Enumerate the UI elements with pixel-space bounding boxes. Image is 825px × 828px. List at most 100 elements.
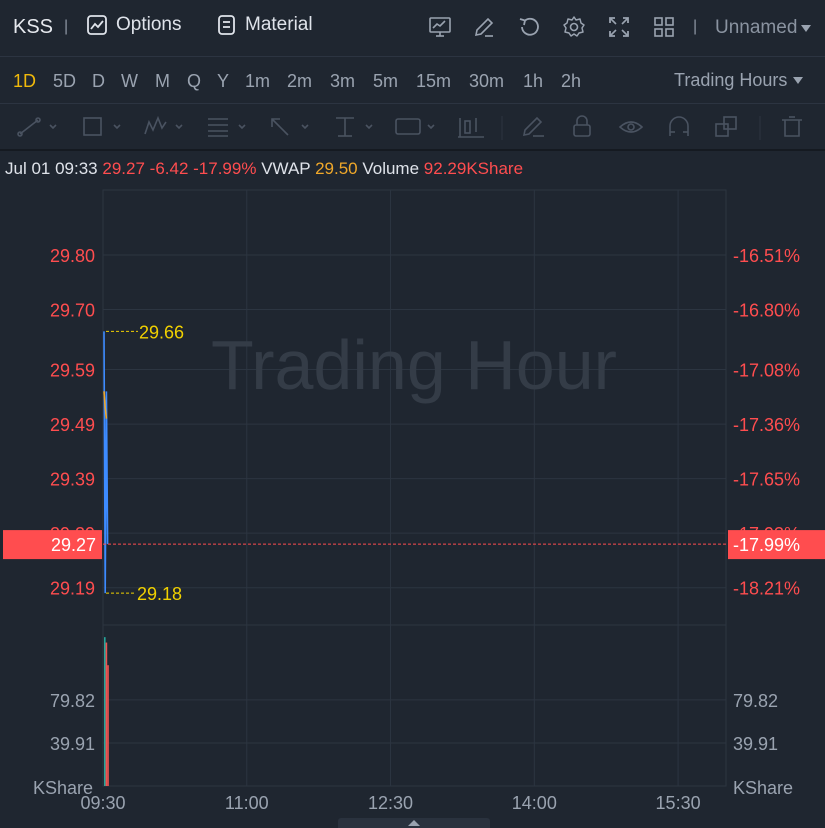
price-label-icon[interactable]: [395, 118, 435, 135]
measure-icon[interactable]: [336, 117, 373, 137]
price-tick-left: 29.39: [50, 470, 95, 490]
price-tick-left: 29.59: [50, 361, 95, 381]
period-2h[interactable]: 2h: [561, 71, 582, 91]
volume-bar: [104, 637, 106, 786]
copy-icon[interactable]: [715, 116, 737, 137]
pct-tick-right: -17.65%: [733, 470, 800, 490]
material-button[interactable]: Material: [217, 14, 313, 36]
edit-icon[interactable]: [472, 15, 496, 39]
x-tick-label: 09:30: [80, 793, 125, 813]
pct-tick-right: -16.51%: [733, 246, 800, 266]
ticker-symbol[interactable]: KSS: [13, 16, 54, 38]
info-change: -6.42: [149, 159, 189, 178]
current-price-tag: [3, 530, 102, 560]
document-icon: [218, 15, 235, 35]
price-chart[interactable]: 09:30 11:00 12:30 14:00 15:30 29.80 -16.51% 29.…: [0, 185, 825, 818]
period-w[interactable]: W: [121, 71, 138, 91]
volume-label: Volume: [362, 159, 420, 178]
trend-line-icon[interactable]: [17, 117, 57, 137]
x-tick-label: 12:30: [368, 793, 413, 813]
period-5m[interactable]: 5m: [373, 71, 399, 91]
period-d[interactable]: D: [92, 71, 105, 91]
rectangle-icon[interactable]: [83, 117, 121, 136]
period-1m[interactable]: 1m: [245, 71, 271, 91]
wave-icon[interactable]: [144, 115, 183, 135]
arrow-icon[interactable]: [271, 118, 309, 136]
volume-unit-left: KShare: [33, 778, 93, 798]
period-30m[interactable]: 30m: [469, 71, 505, 91]
candle-icon[interactable]: [458, 118, 484, 138]
volume-bar: [107, 665, 109, 786]
period-q[interactable]: Q: [187, 71, 202, 91]
quote-info-line: Jul 01 09:33 29.27 -6.42 -17.99% VWAP 29…: [5, 159, 523, 179]
watermark-text: Trading Hour: [211, 326, 617, 404]
period-2m[interactable]: 2m: [287, 71, 313, 91]
refresh-icon[interactable]: [517, 15, 541, 39]
pct-tick-right: -17.08%: [733, 361, 800, 381]
pct-tick-right: -17.36%: [733, 415, 800, 435]
current-pct-tag: [728, 530, 825, 560]
volume-unit-right: KShare: [733, 778, 793, 798]
fib-icon[interactable]: [208, 118, 246, 137]
price-tick-left: 29.19: [50, 579, 95, 599]
price-tick-left: 29.49: [50, 415, 95, 435]
options-chart-icon: [87, 15, 107, 35]
vwap-value: 29.50: [315, 159, 358, 178]
period-bar: Trading Hours 1D 5D D W M Q Y 1m 2m 3m 5m 15m 30m 1h 2…: [0, 57, 825, 104]
pct-tick-right: -16.80%: [733, 301, 800, 321]
material-label: Material: [245, 14, 313, 35]
options-button[interactable]: Options: [86, 14, 181, 36]
layout-name: Unnamed: [715, 17, 798, 38]
volume-tick-right: 79.82: [733, 691, 778, 711]
session-dropdown[interactable]: Trading Hours: [674, 70, 804, 91]
x-tick-label: 11:00: [225, 793, 269, 813]
info-price: 29.27: [102, 159, 145, 178]
pct-tick-right: -18.21%: [733, 579, 800, 599]
options-label: Options: [116, 14, 182, 35]
series-line-price: [103, 331, 109, 594]
period-1d[interactable]: 1D: [13, 71, 37, 91]
panel-expand-handle[interactable]: [338, 818, 490, 828]
price-tick-left: 29.70: [50, 301, 95, 321]
magnet-icon[interactable]: [669, 116, 689, 136]
volume-bar: [105, 642, 108, 786]
pen-icon[interactable]: [522, 116, 544, 137]
volume-tick-left: 79.82: [50, 691, 95, 711]
eye-icon[interactable]: [618, 121, 644, 133]
top-toolbar: KSS | Options Material | Unnamed: [0, 0, 825, 57]
drawing-tools-svg: [17, 115, 802, 140]
chevron-down-icon: [801, 24, 812, 32]
volume-value: 92.29KShare: [423, 159, 524, 178]
vwap-label: VWAP: [261, 159, 311, 178]
fullscreen-icon[interactable]: [607, 15, 631, 39]
x-tick-label: 15:30: [656, 793, 701, 813]
chart-icon[interactable]: [428, 15, 452, 39]
info-change-pct: -17.99%: [193, 159, 257, 178]
price-tick-left: 29.80: [50, 246, 95, 266]
current-pct-tag-text: -17.99%: [733, 535, 800, 555]
volume-tick-left: 39.91: [50, 734, 95, 754]
period-m[interactable]: M: [155, 71, 170, 91]
period-3m[interactable]: 3m: [330, 71, 356, 91]
period-1h[interactable]: 1h: [523, 71, 544, 91]
info-datetime: Jul 01 09:33: [5, 159, 98, 178]
period-15m[interactable]: 15m: [416, 71, 452, 91]
series-line-vwap: [103, 391, 108, 419]
separator-2: |: [693, 18, 698, 35]
drawing-toolbar: [0, 104, 825, 151]
high-label: 29.66: [139, 322, 184, 342]
trash-icon[interactable]: [782, 116, 802, 137]
session-label: Trading Hours: [674, 70, 788, 90]
low-label: 29.18: [137, 584, 182, 604]
chevron-down-icon: [793, 77, 804, 84]
lock-icon[interactable]: [573, 115, 591, 137]
grid-layout-icon[interactable]: [652, 15, 676, 39]
period-5d[interactable]: 5D: [53, 71, 77, 91]
separator: |: [64, 18, 69, 35]
volume-tick-right: 39.91: [733, 734, 778, 754]
x-tick-label: 14:00: [512, 793, 557, 813]
plot-frame: [102, 189, 727, 787]
period-y[interactable]: Y: [217, 71, 230, 91]
settings-icon[interactable]: [562, 15, 586, 39]
layout-name-dropdown[interactable]: Unnamed: [715, 17, 812, 39]
